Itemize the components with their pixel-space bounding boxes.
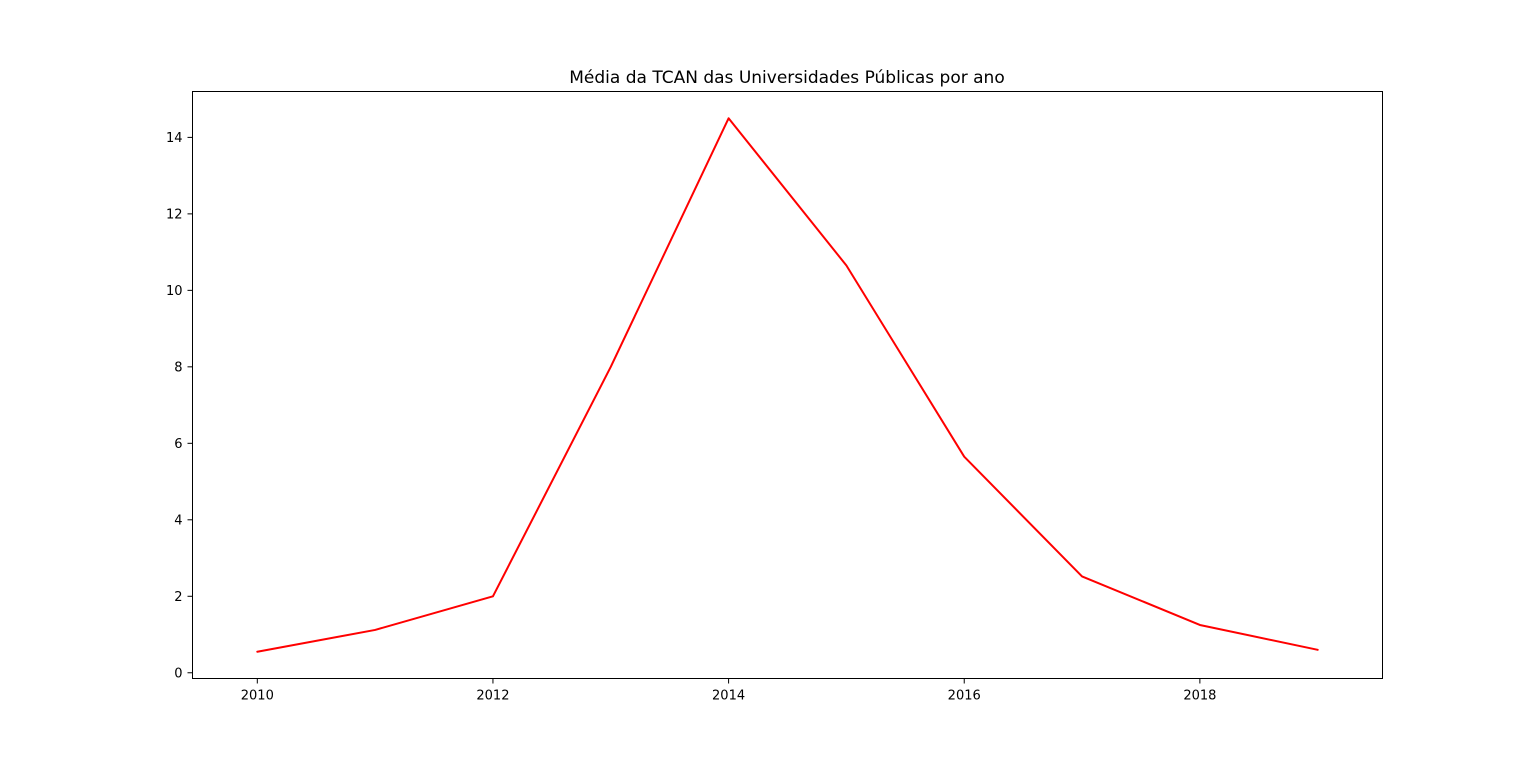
- series-layer: [256, 117, 1319, 653]
- y-tick-label: 8: [174, 360, 182, 375]
- y-tick-label: 2: [174, 590, 182, 605]
- y-tick-label: 0: [174, 666, 182, 681]
- y-tick-label: 12: [166, 207, 183, 222]
- plot-area-frame: [192, 91, 1383, 679]
- y-tick-label: 4: [174, 513, 182, 528]
- series-line-0: [256, 117, 1319, 653]
- y-axis: 0 2 4 6 8 10 12 14: [166, 131, 193, 681]
- chart-title: Média da TCAN das Universidades Públicas…: [569, 68, 1004, 88]
- y-tick-label: 10: [166, 284, 183, 299]
- x-tick-label: 2010: [241, 689, 274, 704]
- y-tick-label: 14: [166, 131, 183, 146]
- x-tick-label: 2018: [1183, 689, 1216, 704]
- x-tick-label: 2014: [712, 689, 745, 704]
- y-tick-label: 6: [174, 437, 182, 452]
- x-axis: 2010 2012 2014 2016 2018: [241, 678, 1216, 704]
- x-tick-label: 2012: [476, 689, 509, 704]
- x-tick-label: 2016: [948, 689, 981, 704]
